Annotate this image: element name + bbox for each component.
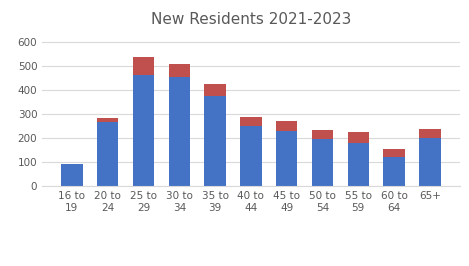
Bar — [312, 130, 333, 139]
Bar — [97, 122, 119, 186]
Bar — [204, 96, 226, 186]
Bar — [168, 77, 190, 186]
Bar — [348, 143, 369, 186]
Bar — [312, 139, 333, 186]
Title: New Residents 2021-2023: New Residents 2021-2023 — [151, 12, 351, 27]
Bar — [204, 84, 226, 96]
Bar — [383, 149, 405, 157]
Bar — [276, 131, 297, 186]
Bar — [168, 64, 190, 77]
Bar — [276, 121, 297, 131]
Bar — [133, 75, 154, 186]
Bar — [240, 126, 262, 186]
Bar — [97, 118, 119, 122]
Bar — [240, 117, 262, 126]
Bar — [419, 138, 441, 186]
Bar — [383, 157, 405, 186]
Bar — [419, 129, 441, 138]
Bar — [61, 164, 83, 186]
Bar — [133, 57, 154, 75]
Bar — [348, 132, 369, 143]
